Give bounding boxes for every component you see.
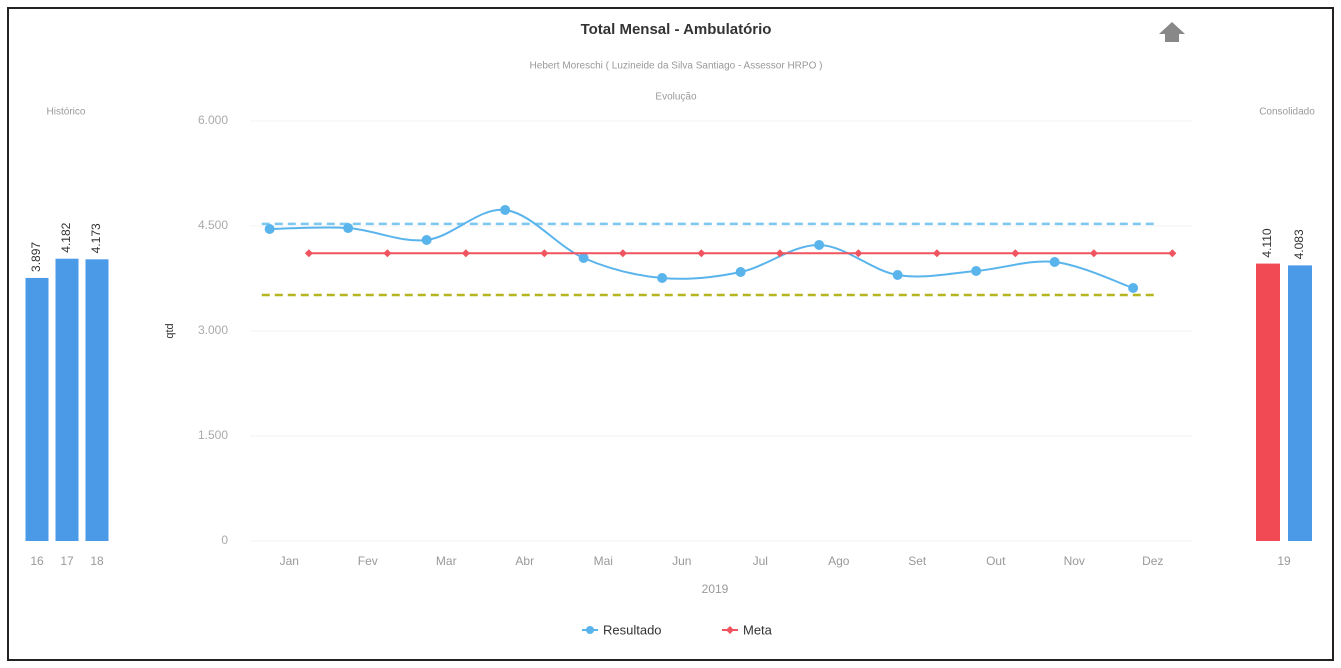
subtitle: Hebert Moreschi ( Luzineide da Silva San… <box>530 61 823 72</box>
y-tick-label: 4.500 <box>198 218 228 232</box>
legend-marker <box>726 626 734 634</box>
x-tick-label: Abr <box>515 554 534 568</box>
point <box>971 266 982 277</box>
point <box>500 204 511 215</box>
x-axis-label: 2019 <box>702 582 729 596</box>
point <box>264 224 275 235</box>
data-label: 3.897 <box>29 242 43 272</box>
point <box>1168 249 1177 258</box>
point <box>461 249 470 258</box>
frame <box>7 7 1334 661</box>
point <box>775 249 784 258</box>
x-tick-label: Jul <box>753 554 768 568</box>
y-axis-label: qtd <box>164 323 176 338</box>
bar <box>85 259 109 541</box>
point <box>304 249 313 258</box>
point <box>618 249 627 258</box>
legend-label: Resultado <box>603 622 662 637</box>
data-label: 4.083 <box>1292 229 1306 259</box>
bar <box>25 277 49 541</box>
x-tick-label: Mai <box>594 554 613 568</box>
bar <box>1288 265 1312 541</box>
bar <box>55 258 79 541</box>
point <box>383 249 392 258</box>
legend-marker <box>586 626 594 634</box>
series-line <box>269 208 1134 289</box>
x-tick-label: Ago <box>828 554 850 568</box>
x-tick-label: Jun <box>672 554 691 568</box>
data-label: 4.173 <box>89 223 103 253</box>
point <box>892 270 903 280</box>
y-tick-label: 3.000 <box>198 323 228 337</box>
point <box>540 249 549 258</box>
x-tick-label: Jan <box>280 554 299 568</box>
x-tick-label: 18 <box>90 554 104 568</box>
point <box>735 266 746 277</box>
x-tick-label: Mar <box>436 554 457 568</box>
title: Total Mensal - Ambulatório <box>581 21 772 38</box>
y-tick-label: 0 <box>221 533 228 547</box>
point <box>657 273 668 284</box>
point <box>697 249 706 258</box>
point <box>814 239 825 250</box>
up-button[interactable] <box>1159 22 1185 42</box>
point <box>343 223 354 234</box>
point <box>1128 283 1139 294</box>
x-tick-label: Set <box>908 554 927 568</box>
x-tick-label: Fev <box>358 554 378 568</box>
chart-title: Evolução <box>655 92 697 103</box>
point <box>1011 249 1020 258</box>
bar <box>1256 263 1280 541</box>
x-tick-label: Out <box>986 554 1006 568</box>
y-tick-label: 1.500 <box>198 428 228 442</box>
data-label: 4.182 <box>59 222 73 252</box>
chart-title: Consolidado <box>1259 107 1315 118</box>
point <box>1089 249 1098 258</box>
x-tick-label: Nov <box>1064 554 1085 568</box>
legend-label: Meta <box>743 622 773 637</box>
x-tick-label: Dez <box>1142 554 1163 568</box>
data-label: 4.110 <box>1260 228 1274 257</box>
chart-title: Histórico <box>47 107 86 118</box>
x-tick-label: 16 <box>30 554 44 568</box>
point <box>1049 256 1060 267</box>
x-tick-label: 19 <box>1277 554 1291 568</box>
x-tick-label: 17 <box>60 554 74 568</box>
point <box>932 249 941 258</box>
point <box>421 235 432 245</box>
point <box>578 252 589 263</box>
y-tick-label: 6.000 <box>198 113 228 127</box>
point <box>854 249 863 258</box>
